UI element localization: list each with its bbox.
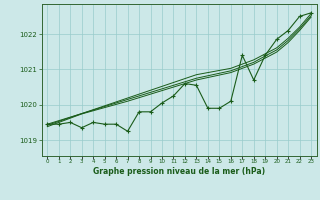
X-axis label: Graphe pression niveau de la mer (hPa): Graphe pression niveau de la mer (hPa) <box>93 167 265 176</box>
